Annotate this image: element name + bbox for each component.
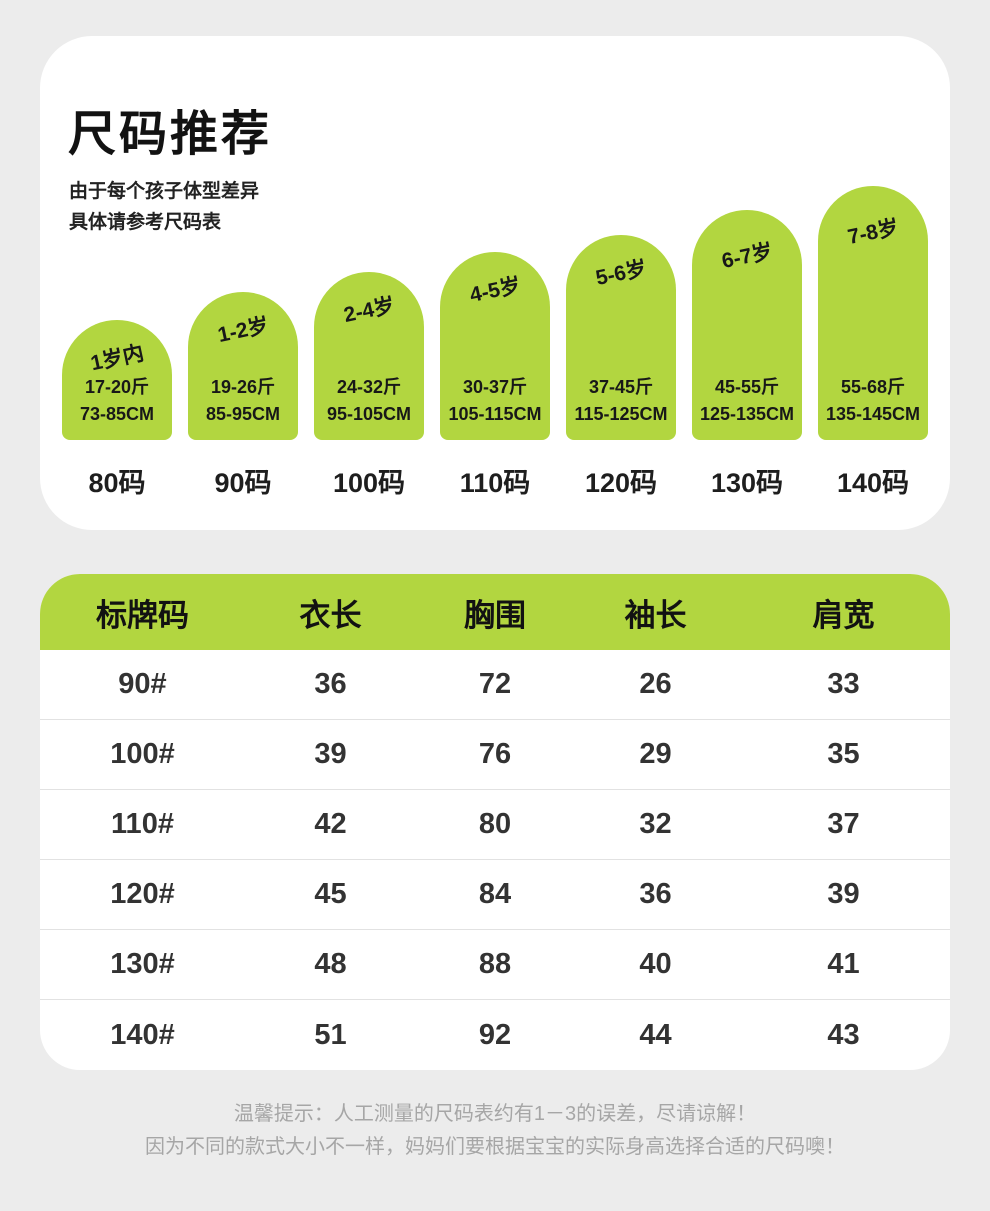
height-range: 95-105CM	[326, 404, 412, 424]
cell-chest: 76	[478, 738, 512, 770]
cell-tag-size: 100#	[110, 738, 175, 770]
cell-shoulder: 37	[827, 808, 860, 840]
bar-info: 17-20斤 73-85CM	[62, 374, 172, 428]
bar-info: 45-55斤 125-135CM	[692, 374, 802, 428]
cell-tag-size: 110#	[111, 808, 174, 840]
cell-length: 39	[314, 738, 347, 770]
size-code-90: 90码	[214, 468, 272, 498]
cell-sleeve: 40	[639, 948, 672, 980]
table-row-140: 140# 51 92 44 43	[40, 1000, 950, 1070]
bar-info: 24-32斤 95-105CM	[314, 374, 424, 428]
size-code-120: 120码	[584, 468, 658, 498]
cell-chest: 72	[478, 668, 512, 700]
bar-info: 30-37斤 105-115CM	[440, 374, 550, 428]
col-header-chest: 胸围	[464, 597, 526, 633]
table-row-110: 110# 42 80 32 37	[40, 790, 950, 860]
col-header-sleeve: 袖长	[624, 597, 687, 633]
cell-shoulder: 39	[827, 878, 860, 910]
cell-chest: 80	[478, 808, 512, 840]
age-label: 7-8岁	[845, 215, 901, 250]
cell-length: 51	[314, 1018, 347, 1051]
cell-sleeve: 29	[639, 738, 672, 770]
table-row-100: 100# 39 76 29 35	[40, 720, 950, 790]
height-range: 105-115CM	[448, 404, 542, 424]
size-bar-140: 7-8岁 55-68斤 135-145CM	[818, 186, 928, 440]
weight-range: 30-37斤	[462, 377, 528, 397]
table-row-120: 120# 45 84 36 39	[40, 860, 950, 930]
cell-shoulder: 43	[827, 1018, 860, 1051]
cell-length: 45	[314, 878, 347, 910]
cell-chest: 88	[478, 948, 512, 980]
cell-sleeve: 44	[639, 1018, 672, 1051]
size-code-130: 130码	[710, 468, 784, 498]
size-table-card: 标牌码 衣长 胸围 袖长 肩宽 90# 36 72 26 33 100# 39 …	[40, 574, 950, 1070]
size-codes-row: 80码 90码 100码 110码 120码 130码 140码	[62, 461, 928, 500]
subtitle-line-1: 由于每个孩子体型差异	[69, 181, 260, 202]
size-table-header: 标牌码 衣长 胸围 袖长 肩宽	[40, 574, 950, 650]
bar-info: 55-68斤 135-145CM	[818, 374, 928, 428]
subtitle: 由于每个孩子体型差异 具体请参考尺码表	[69, 176, 259, 238]
table-row-130: 130# 48 88 40 41	[40, 930, 950, 1000]
col-header-shoulder: 肩宽	[812, 597, 875, 633]
height-range: 135-145CM	[825, 404, 921, 424]
size-bars-chart: 1岁内 17-20斤 73-85CM 1-2岁 19-26斤 85-95CM 2…	[62, 186, 928, 440]
size-bar-90: 1-2岁 19-26斤 85-95CM	[188, 292, 298, 440]
cell-tag-size: 140#	[110, 1018, 175, 1051]
height-range: 73-85CM	[79, 404, 155, 424]
cell-tag-size: 120#	[110, 878, 175, 910]
weight-range: 24-32斤	[336, 377, 402, 397]
height-range: 85-95CM	[205, 404, 281, 424]
size-recommendation-card: 尺码推荐 由于每个孩子体型差异 具体请参考尺码表 1岁内 17-20斤 73-8…	[40, 36, 950, 530]
bar-info: 19-26斤 85-95CM	[188, 374, 298, 428]
weight-range: 37-45斤	[588, 377, 654, 397]
height-range: 115-125CM	[574, 404, 668, 424]
weight-range: 55-68斤	[840, 377, 906, 397]
size-bar-100: 2-4岁 24-32斤 95-105CM	[314, 272, 424, 440]
cell-sleeve: 26	[639, 668, 672, 700]
bar-info: 37-45斤 115-125CM	[566, 374, 676, 428]
size-code-140: 140码	[836, 468, 910, 498]
subtitle-line-2: 具体请参考尺码表	[69, 212, 222, 233]
size-code-110: 110码	[459, 468, 531, 498]
cell-tag-size: 130#	[110, 948, 175, 980]
disclaimer-line-2: 因为不同的款式大小不一样，妈妈们要根据宝宝的实际身高选择合适的尺码噢！	[145, 1136, 845, 1158]
size-bar-120: 5-6岁 37-45斤 115-125CM	[566, 235, 676, 440]
age-label: 2-4岁	[341, 293, 397, 328]
size-code-80: 80码	[88, 468, 146, 498]
cell-chest: 84	[478, 878, 512, 910]
size-code-100: 100码	[332, 468, 406, 498]
cell-chest: 92	[478, 1018, 512, 1051]
age-label: 1-2岁	[215, 313, 271, 348]
page-title: 尺码推荐	[68, 108, 273, 161]
size-bar-110: 4-5岁 30-37斤 105-115CM	[440, 252, 550, 440]
disclaimer-note: 温馨提示：人工测量的尺码表约有1－3的误差，尽请谅解！ 因为不同的款式大小不一样…	[0, 1098, 990, 1164]
size-bar-130: 6-7岁 45-55斤 125-135CM	[692, 210, 802, 440]
col-header-tag-size: 标牌码	[96, 597, 189, 633]
cell-shoulder: 35	[827, 738, 860, 770]
height-range: 125-135CM	[699, 404, 795, 424]
cell-shoulder: 33	[827, 668, 860, 700]
cell-shoulder: 41	[827, 948, 860, 980]
weight-range: 19-26斤	[210, 377, 276, 397]
weight-range: 17-20斤	[84, 377, 150, 397]
age-label: 6-7岁	[719, 239, 775, 274]
col-header-length: 衣长	[299, 597, 362, 633]
cell-length: 36	[314, 668, 347, 700]
weight-range: 45-55斤	[714, 377, 780, 397]
age-label: 5-6岁	[593, 256, 649, 291]
cell-sleeve: 36	[639, 878, 672, 910]
table-row-90: 90# 36 72 26 33	[40, 650, 950, 720]
cell-tag-size: 90#	[118, 668, 167, 700]
disclaimer-line-1: 温馨提示：人工测量的尺码表约有1－3的误差，尽请谅解！	[233, 1103, 757, 1125]
age-label: 4-5岁	[467, 273, 523, 308]
cell-sleeve: 32	[639, 808, 672, 840]
size-bar-80: 1岁内 17-20斤 73-85CM	[62, 320, 172, 440]
cell-length: 42	[314, 808, 347, 840]
cell-length: 48	[314, 948, 347, 980]
